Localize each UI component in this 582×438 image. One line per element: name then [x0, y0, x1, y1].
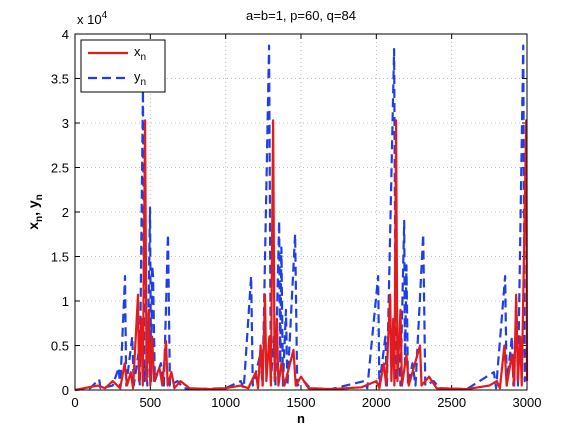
legend-label-name: y	[134, 69, 141, 84]
y-axis-label-part: n	[34, 216, 45, 222]
legend-label-subscript: n	[141, 52, 147, 63]
y-tick-label: 1	[62, 294, 69, 309]
y-tick-label: 2	[62, 205, 69, 220]
y-tick-label: 0	[62, 383, 69, 398]
y-tick-label: 4	[62, 27, 69, 42]
y-tick-label: 1.5	[51, 250, 69, 265]
legend-box	[80, 39, 166, 93]
x-tick-label: 3000	[513, 395, 542, 410]
x-tick-label: 0	[71, 395, 78, 410]
x-tick-label: 1500	[287, 395, 316, 410]
x-axis-label: n	[297, 411, 305, 426]
y-axis-label-part: , y	[25, 200, 41, 216]
x-tick-label: 2000	[362, 395, 391, 410]
legend-label: xn	[134, 44, 146, 63]
legend-label-name: x	[134, 44, 141, 59]
x-tick-label: 1000	[211, 395, 240, 410]
series-line	[74, 119, 529, 392]
y-tick-label: 0.5	[51, 339, 69, 354]
y-axis-label-part: x	[25, 222, 41, 230]
y-tick-label: 3.5	[51, 72, 69, 87]
axes-frame	[74, 33, 528, 391]
y-tick-label: 2.5	[51, 161, 69, 176]
chart-title: a=b=1, p=60, q=84	[246, 8, 356, 23]
y-tick-label: 3	[62, 116, 69, 131]
y-axis-label: xn, yn	[25, 194, 45, 230]
y-axis-label-part: n	[34, 194, 45, 200]
x-tick-label: 500	[139, 395, 161, 410]
y-exponent-power: 4	[102, 10, 108, 21]
y-exponent: x 104	[77, 10, 108, 27]
legend-label-subscript: n	[141, 77, 147, 88]
y-exponent-base: x 10	[77, 12, 102, 27]
legend-label: yn	[134, 69, 146, 88]
x-tick-label: 2500	[437, 395, 466, 410]
